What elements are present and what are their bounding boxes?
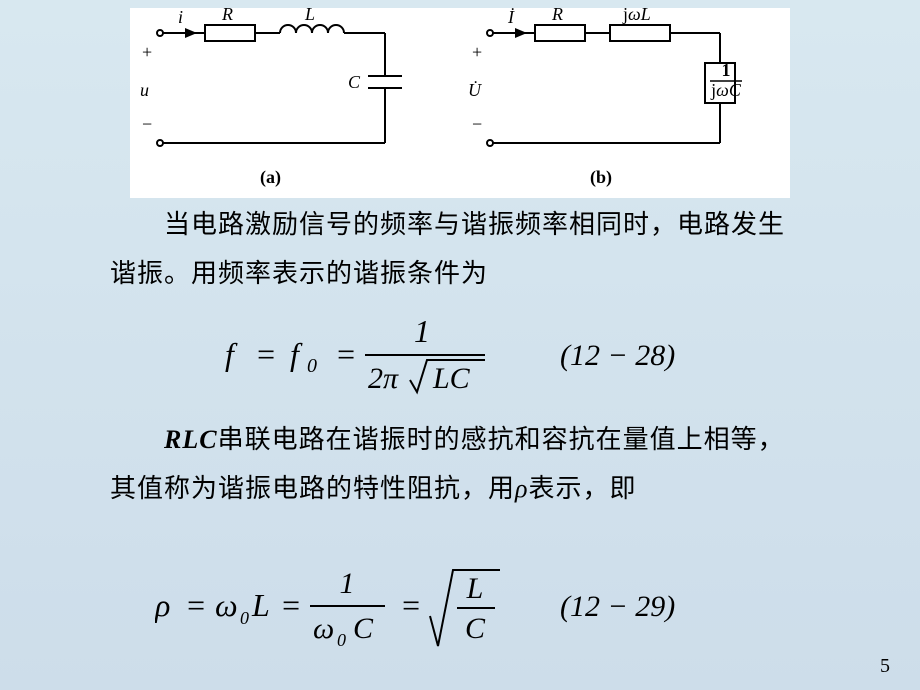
equation-12-29: ρ = ω 0 L = 1 ω 0 C = L C (12 − 29): [155, 558, 755, 658]
eq2-den-C: C: [353, 612, 374, 645]
eq1-f: f: [225, 336, 238, 372]
eq2-den-w: ω: [313, 612, 334, 645]
eq2-w0: ω: [215, 587, 238, 623]
eq1-2pi: 2π: [368, 362, 399, 395]
eq2-tag: (12 − 29): [560, 590, 675, 623]
para2-line1: RLC串联电路在谐振时的感抗和容抗在量值上相等，: [110, 425, 785, 454]
label-b: (b): [590, 167, 612, 188]
label-R-b: R: [551, 8, 563, 24]
eq2-sub0b: 0: [337, 630, 346, 650]
label-C: C: [348, 72, 361, 92]
para1-line2: 谐振。用频率表示的谐振条件为: [110, 259, 488, 288]
para2-line2: 其值称为谐振电路的特性阻抗，用ρ表示，即: [110, 474, 637, 503]
eq2-sqrt-num: L: [466, 572, 484, 605]
label-cap-den: jωC: [710, 80, 742, 100]
label-Udot: U̇: [468, 79, 482, 100]
eq1-num: 1: [414, 313, 430, 349]
paragraph-2: RLC串联电路在谐振时的感抗和容抗在量值上相等， 其值称为谐振电路的特性阻抗，用…: [110, 415, 870, 514]
label-minus-a: −: [142, 114, 152, 134]
label-i: i: [178, 8, 183, 27]
label-cap-num: 1: [722, 60, 731, 80]
label-u: u: [140, 80, 149, 100]
eq1-tag: (12 − 28): [560, 339, 675, 372]
circuit-svg: i R L + u − C (a) İ R jωL + U̇ − 1: [130, 8, 790, 198]
eq1-f0: f: [290, 336, 303, 372]
eq2-eq1: =: [185, 587, 207, 623]
eq2-sqrt-den: C: [465, 612, 486, 645]
eq2-La: L: [251, 587, 270, 623]
paragraph-1: 当电路激励信号的频率与谐振频率相同时，电路发生 谐振。用频率表示的谐振条件为: [110, 200, 870, 299]
eq1-eq2: =: [335, 336, 357, 372]
eq1-sub0: 0: [307, 355, 317, 377]
label-plus-b: +: [472, 42, 482, 62]
eq2-eq2: =: [280, 587, 302, 623]
eq2-eq3: =: [400, 587, 422, 623]
eq1-LC: LC: [432, 362, 471, 395]
label-plus-a: +: [142, 42, 152, 62]
eq2-sub0a: 0: [240, 608, 249, 628]
circuit-diagrams: i R L + u − C (a) İ R jωL + U̇ − 1: [130, 8, 790, 198]
eq1-eq1: =: [255, 336, 277, 372]
para1-line1: 当电路激励信号的频率与谐振频率相同时，电路发生: [110, 210, 785, 239]
eq2-rho: ρ: [155, 587, 170, 623]
page-number: 5: [880, 655, 890, 678]
label-minus-b: −: [472, 114, 482, 134]
equation-12-28: f = f 0 = 1 2π LC (12 − 28): [225, 310, 745, 405]
label-a: (a): [260, 167, 281, 188]
label-L: L: [304, 8, 315, 24]
label-Idot: İ: [507, 8, 515, 27]
label-R: R: [221, 8, 233, 24]
label-jwL: jωL: [622, 8, 651, 24]
eq2-num1: 1: [340, 567, 355, 600]
